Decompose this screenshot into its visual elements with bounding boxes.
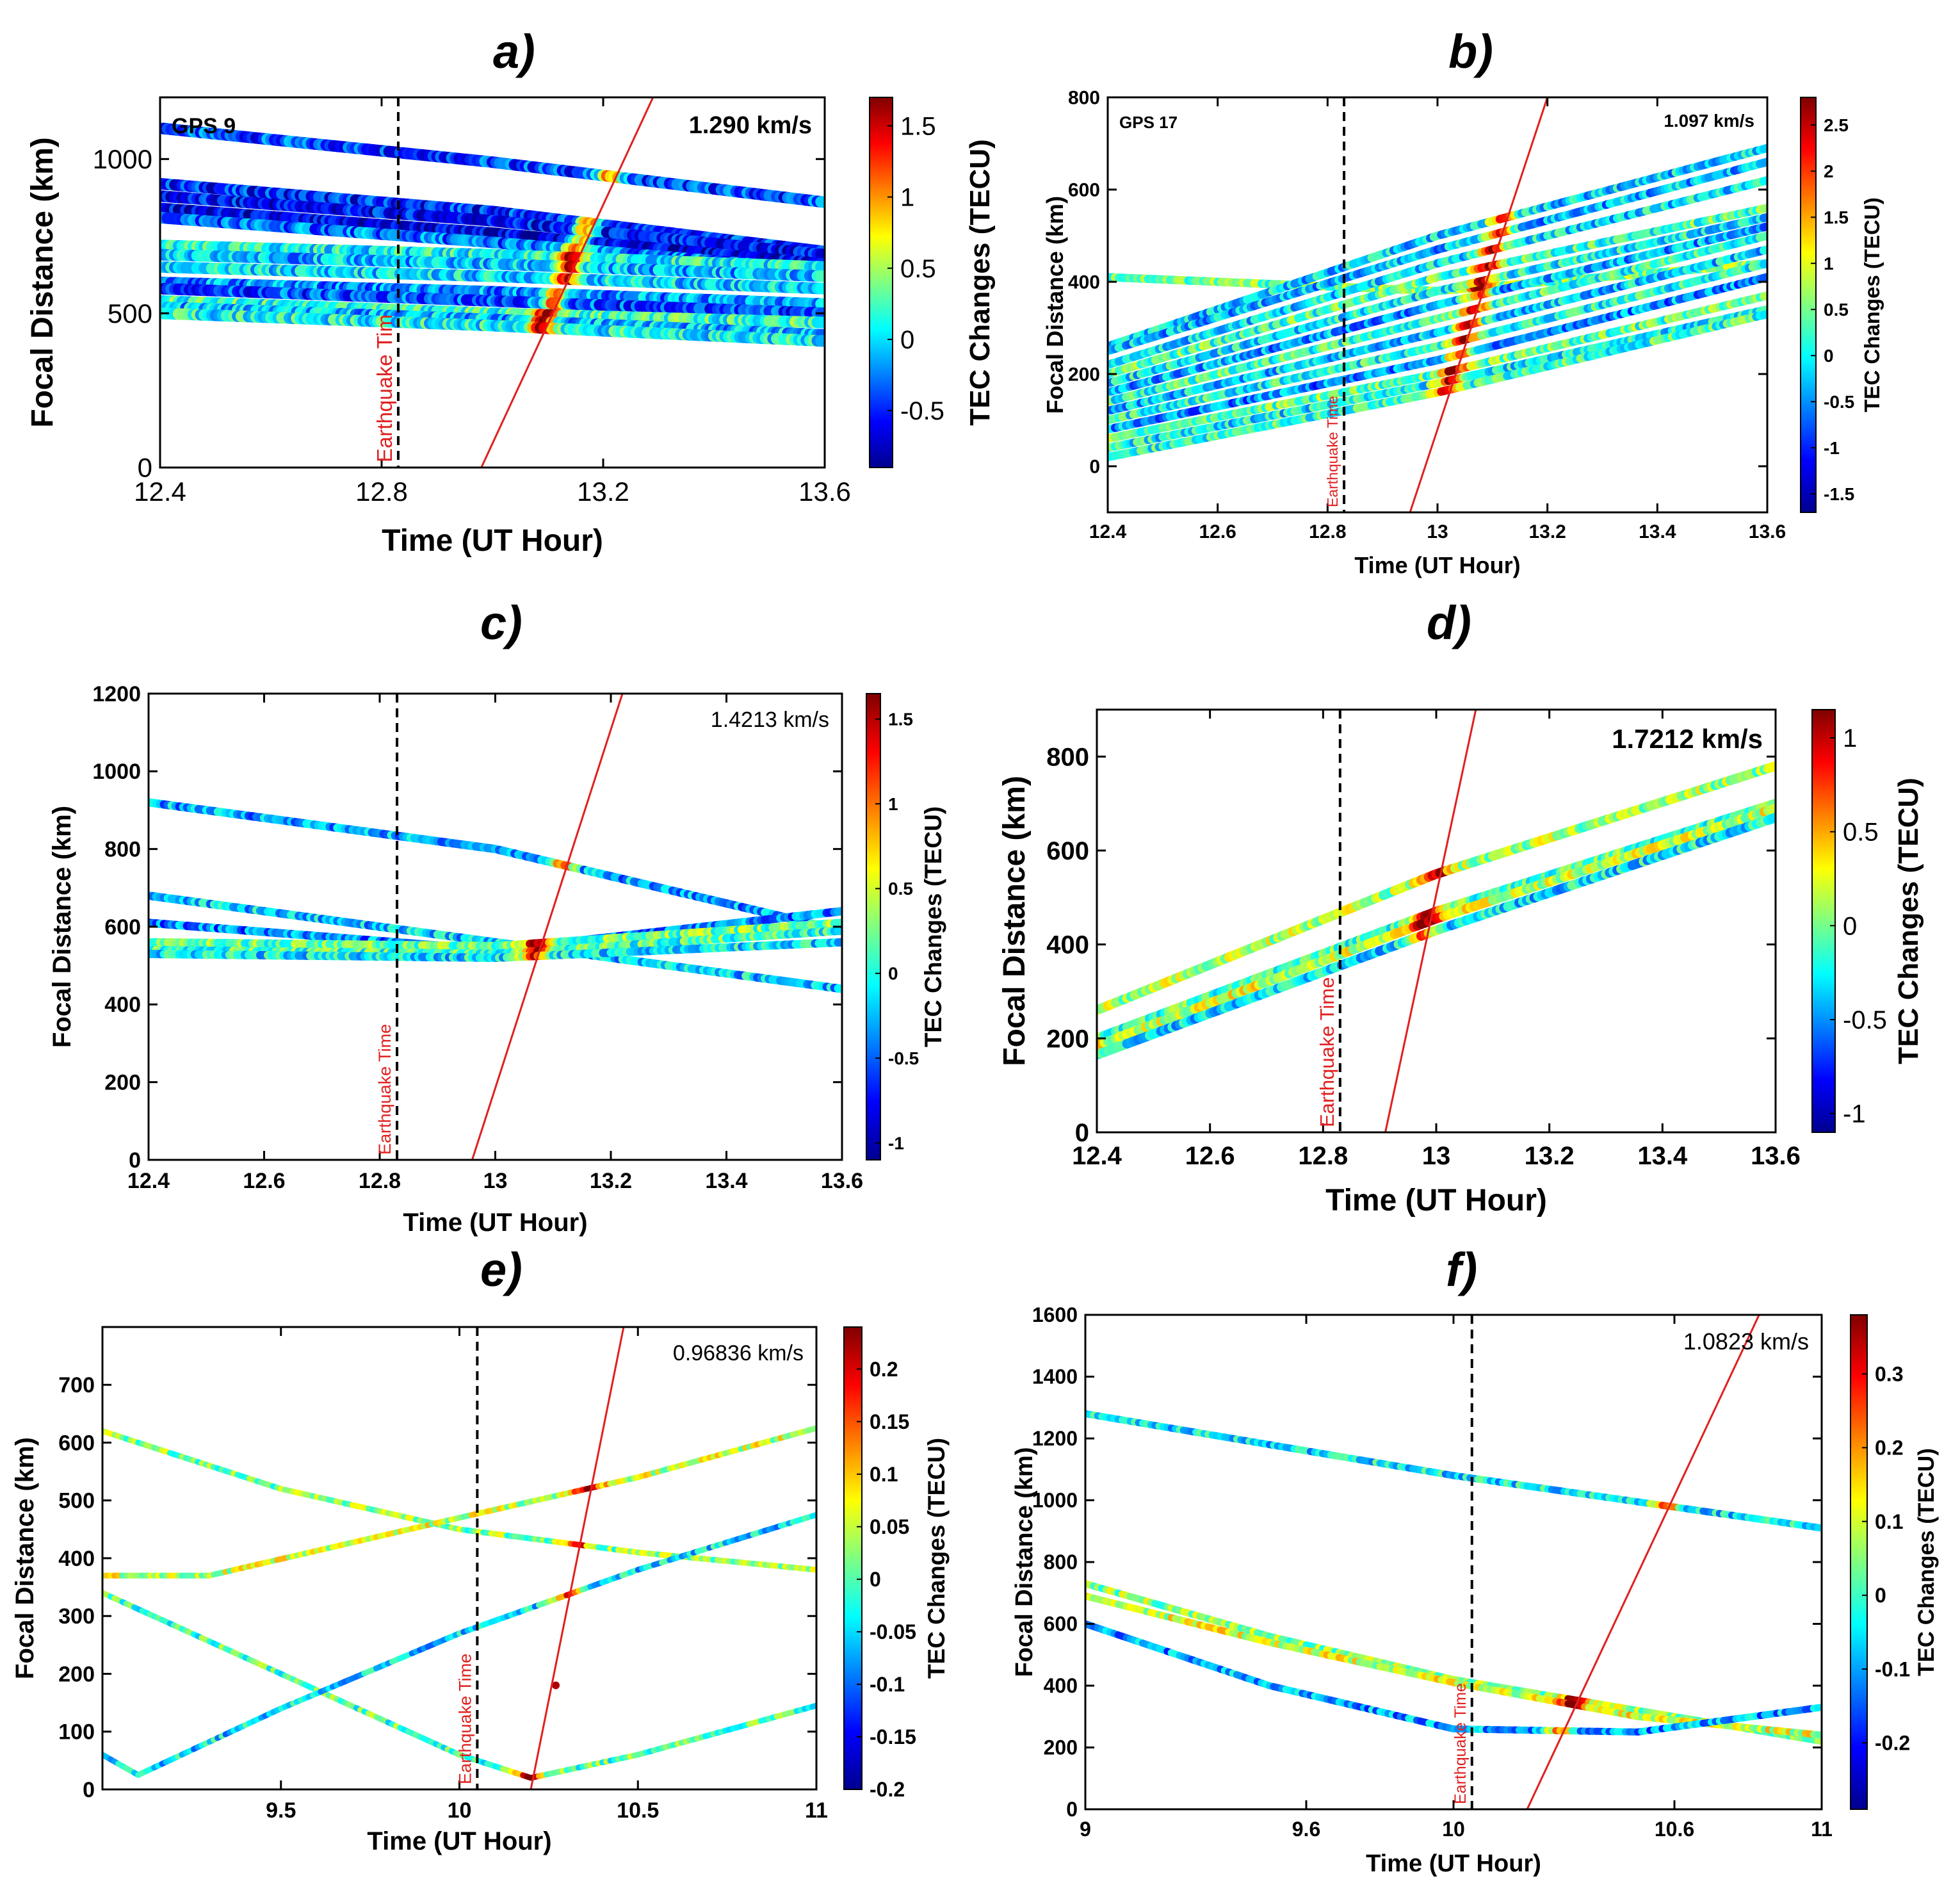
y-tick-label: 0 [138, 453, 152, 483]
colorbar-tick-label: 0.5 [900, 255, 936, 283]
x-tick-label: 13.6 [798, 476, 851, 507]
colorbar-tick-label: 0 [1824, 346, 1834, 366]
velocity-fit-line [1409, 97, 1549, 512]
colorbar-tick-label: 1 [1824, 254, 1834, 273]
colorbar-tick-label: 1 [900, 184, 914, 212]
x-tick-label: 12.8 [355, 476, 408, 507]
velocity-fit-line [480, 97, 654, 468]
colorbar-tick-label: -1.5 [1824, 484, 1854, 504]
satellite-label: GPS 17 [1119, 113, 1178, 132]
track-8 [1108, 231, 1767, 406]
track-5 [1108, 204, 1767, 379]
y-tick-label: 400 [1068, 272, 1100, 293]
track-3 [1108, 158, 1767, 355]
track-9 [160, 277, 825, 310]
y-tick-label: 0 [1089, 457, 1100, 478]
colorbar-tick-label: 0 [900, 326, 914, 354]
track-7 [160, 248, 825, 282]
y-tick-label: 1000 [93, 144, 152, 174]
plot-content [1108, 97, 1767, 512]
x-tick-label: 13.2 [1528, 521, 1566, 542]
colorbar-tick-label: -0.5 [1824, 392, 1854, 412]
colorbar [1800, 97, 1817, 513]
colorbar [869, 97, 893, 468]
track-10 [1108, 259, 1767, 425]
y-tick-label: 200 [1068, 364, 1100, 386]
track-9 [1108, 245, 1767, 416]
satellite-label: GPS 9 [172, 114, 236, 138]
track-3 [160, 190, 825, 261]
x-tick-label: 12.4 [134, 476, 186, 507]
x-tick-label: 13 [1427, 521, 1448, 542]
x-axis-label: Time (UT Hour) [382, 524, 603, 558]
x-tick-label: 13.6 [1749, 521, 1786, 542]
track-13 [1108, 305, 1767, 452]
y-tick-label: 600 [1068, 180, 1100, 201]
track-8 [160, 261, 825, 295]
track-13 [160, 307, 825, 347]
y-axis-label: Focal Distance (km) [26, 137, 60, 427]
x-tick-label: 12.6 [1199, 521, 1236, 542]
axes-box [159, 96, 826, 469]
panel-b: 12.4 12.6 12.8 13 13.2 13.4 13.6 0 200 400 600 800 T… [1042, 88, 1884, 579]
panel-label-f: f) [1446, 1243, 1478, 1296]
track-10 [160, 282, 825, 320]
panel-label-e: e) [480, 1243, 522, 1296]
track-12 [160, 301, 825, 341]
colorbar-label: TEC Changes (TECU) [964, 139, 996, 425]
x-tick-label: 12.8 [1309, 521, 1346, 542]
panel-label-d: d) [1427, 596, 1471, 649]
colorbar-tick-label: -1 [1824, 438, 1840, 458]
panel-label-b: b) [1448, 25, 1493, 78]
colorbar-tick-label: 1.5 [900, 112, 936, 140]
x-tick-label: 13.4 [1639, 521, 1676, 542]
speed-label: 1.097 km/s [1664, 111, 1754, 131]
colorbar-tick-label: -0.5 [900, 397, 944, 425]
colorbar-tick-label: 0.5 [1824, 300, 1849, 320]
panel-a: 12.4 12.8 13.2 13.6 0 500 1000 Time (UT Hour) Fo… [26, 96, 996, 558]
x-tick-label: 13.2 [577, 476, 629, 507]
x-axis-label: Time (UT Hour) [1354, 552, 1520, 578]
track-4 [1108, 176, 1767, 370]
speed-label: 1.290 km/s [689, 112, 812, 139]
track-2 [1108, 143, 1767, 351]
y-tick-label: 800 [1068, 88, 1100, 109]
x-tick-label: 12.4 [1089, 521, 1127, 542]
panel-label-c: c) [480, 596, 522, 649]
y-axis-label: Focal Distance (km) [1042, 196, 1068, 414]
track-6 [160, 240, 825, 273]
track-11 [160, 295, 825, 329]
y-tick-label: 500 [108, 298, 152, 329]
track-12 [1108, 291, 1767, 443]
plot-content [160, 97, 825, 468]
earthquake-time-label: Earthquake Time [1324, 396, 1341, 507]
panel-label-a: a) [493, 25, 535, 78]
track-7 [1108, 222, 1767, 397]
earthquake-time-label: Earthquake Tim [373, 314, 396, 462]
track-11 [1108, 273, 1767, 434]
track-1 [160, 122, 825, 208]
